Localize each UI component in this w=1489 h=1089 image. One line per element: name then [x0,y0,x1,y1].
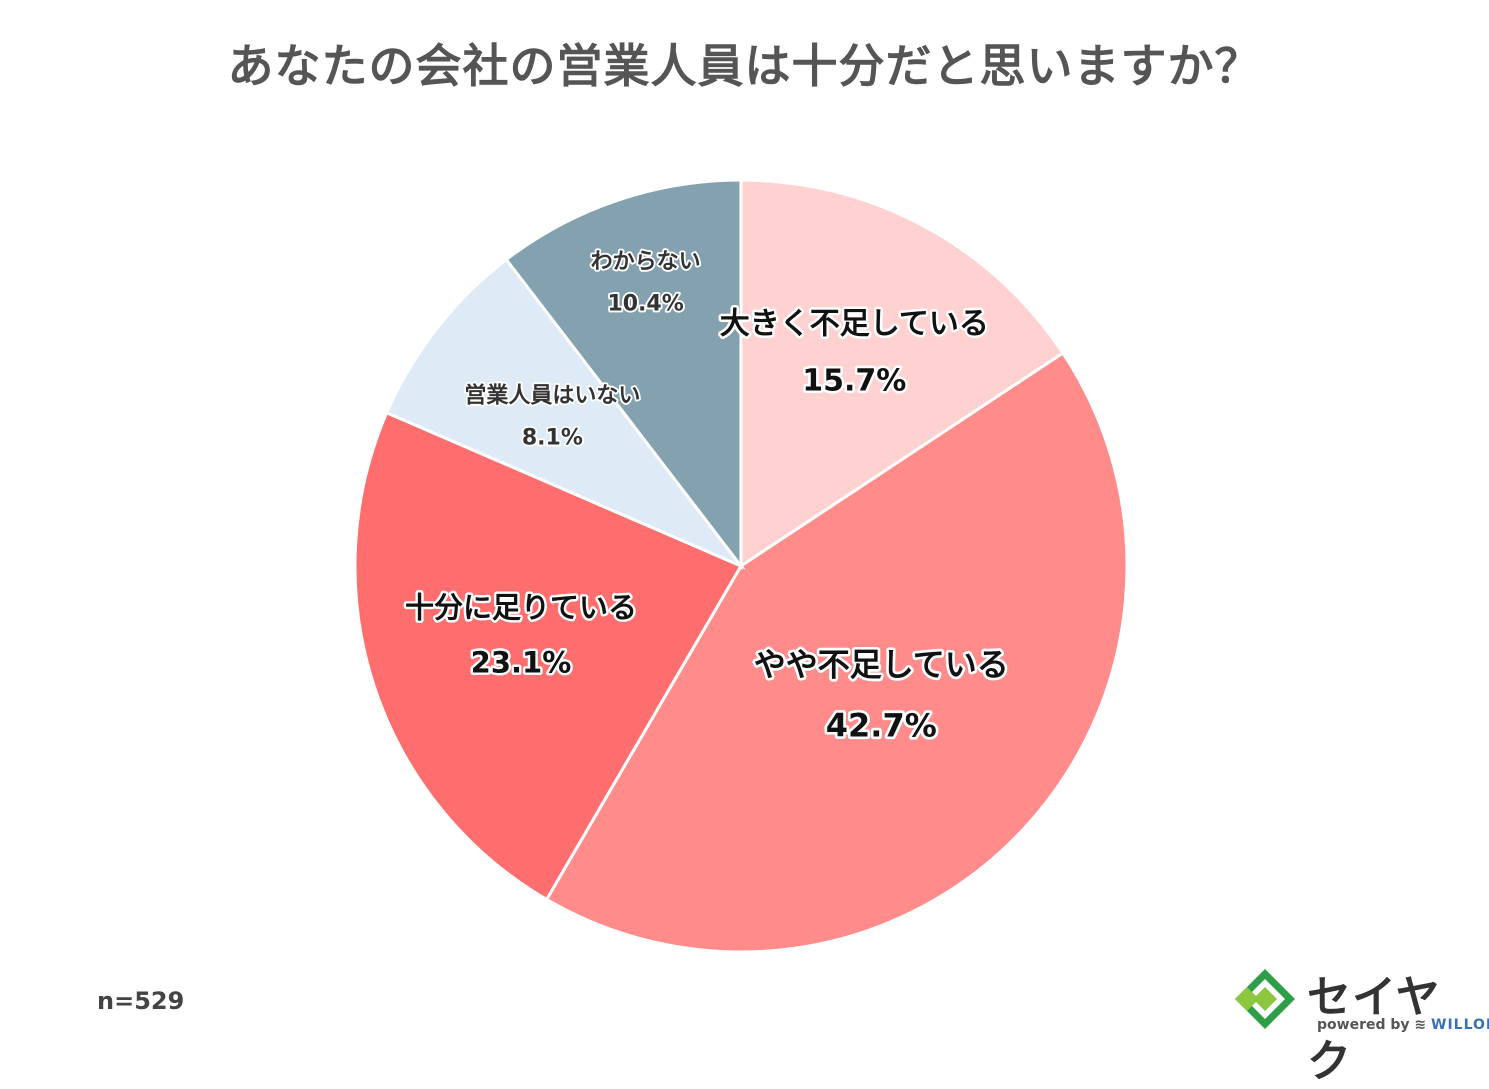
slice-label-5: わからない [591,250,701,275]
pie-slice-3 [353,410,744,902]
slice-value-1: 15.7% [802,364,906,399]
slice-label-3: 十分に足りている [405,590,637,624]
powered-by-text: powered by [1317,1017,1410,1033]
brand-logo: セイヤク powered by ≋ WILLOF [1233,965,1489,1087]
pie-slice-4 [384,257,746,570]
slice-value-3: 23.1% [471,645,572,679]
partner-name: WILLOF [1431,1017,1489,1033]
pie-slice-1 [739,178,1066,569]
pie-chart: 大きく不足している 15.7% やや不足している 42.7% 十分に足りている 23.1%… [353,178,1129,954]
handshake-logo-icon [1235,969,1295,1029]
pie-labels: 大きく不足している 15.7% やや不足している 42.7% 十分に足りている 23.1%… [403,248,1012,747]
chart-title: あなたの会社の営業人員は十分だと思いますか？ [227,39,1262,93]
slice-label-1: 大きく不足している [720,307,989,342]
slice-label-2: やや不足している [754,646,1009,684]
pie-slice-2 [544,350,1129,954]
pie-slice-5 [504,178,743,571]
powered-by-line: powered by ≋ WILLOF [1317,1017,1489,1033]
slice-label-4: 営業人員はいない [464,383,640,409]
slice-value-2: 42.7% [826,706,937,744]
pie-slices [353,178,1129,954]
slice-value-4: 8.1% [522,426,583,451]
sample-size-label: n=529 [97,987,185,1015]
willof-mark-icon: ≋ [1414,1017,1427,1033]
slice-value-5: 10.4% [607,291,683,316]
